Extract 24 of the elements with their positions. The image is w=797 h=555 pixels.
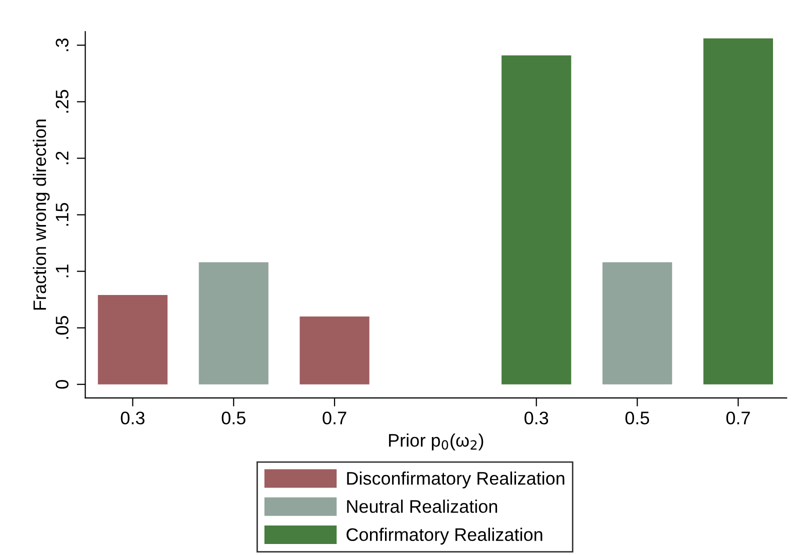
x-tick-label: 0.7 [726,412,750,424]
x-axis-title: Prior p$_{0}$(ω$_{2}$) [389,434,484,450]
x-tick-label: 0.5 [222,412,246,424]
x-tick-label: 0.3 [120,412,144,424]
y-tick-label: .2 [56,152,68,164]
y-tick-label: .1 [56,264,68,278]
bar [198,262,268,384]
y-tick-label: 0 [56,380,69,389]
bar [703,38,774,384]
x-tick-label: 0.3 [524,412,548,424]
y-tick-label: .05 [56,316,69,339]
legend-label: Confirmatory Realization [346,528,542,545]
x-tick-label: 0.7 [322,412,346,424]
y-tick-label: .3 [56,38,69,52]
bar [98,295,168,384]
legend-label: Disconfirmatory Realization [347,472,564,488]
bar [502,55,572,384]
y-tick-label: .25 [56,90,69,113]
y-axis-title: Fraction wrong direction [32,120,50,310]
bar [602,262,672,384]
y-tick-label: .15 [56,202,69,226]
x-tick-label: 0.5 [625,412,650,424]
legend-label: Neutral Realization [347,500,498,513]
bar [300,316,370,384]
